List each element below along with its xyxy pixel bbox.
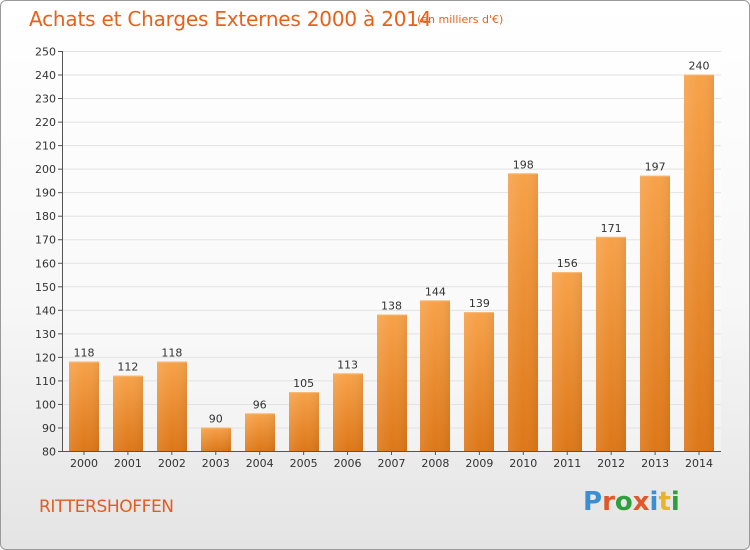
data-label: 144 [425,285,446,298]
bar-shine [508,173,538,451]
bar-shine [640,175,670,452]
data-label: 198 [513,158,534,171]
x-tick-label: 2004 [246,457,274,470]
logo-letter: t [658,487,671,517]
x-tick-label: 2011 [553,457,581,470]
logo-letter: i [649,487,659,517]
chart-subtitle: (en milliers d'€) [417,13,504,26]
y-tick-label: 160 [35,257,56,270]
y-tick-label: 130 [35,328,56,341]
y-tick-label: 220 [35,116,56,129]
data-label: 105 [293,377,314,390]
data-label: 138 [381,300,402,313]
y-tick-label: 180 [35,210,56,223]
commune-name: RITTERSHOFFEN [39,497,174,517]
bar-shine [201,427,231,451]
data-label: 118 [161,347,182,360]
x-tick-label: 2008 [421,457,449,470]
y-tick-label: 110 [35,375,56,388]
logo-letter: i [670,487,680,517]
data-label: 113 [337,358,358,371]
bar-shine [420,300,450,451]
data-label: 112 [117,361,138,374]
y-tick-label: 190 [35,187,56,200]
logo-letter: o [614,487,633,517]
data-label: 96 [253,398,267,411]
bar-shine [113,375,143,451]
x-tick-label: 2001 [114,457,142,470]
x-tick-label: 2002 [158,457,186,470]
data-label: 171 [601,222,622,235]
bar-shine [333,373,363,451]
data-label: 90 [209,412,223,425]
y-tick-label: 100 [35,398,56,411]
x-tick-label: 2013 [641,457,669,470]
data-label: 118 [73,347,94,360]
data-label: 139 [469,297,490,310]
bar-shine [289,392,319,451]
x-tick-label: 2010 [509,457,537,470]
bar-shine [464,312,494,451]
y-tick-label: 90 [42,422,56,435]
logo-letter: x [632,487,650,517]
x-tick-label: 2007 [378,457,406,470]
logo-letter: P [583,487,603,517]
chart-title: Achats et Charges Externes 2000 à 2014 [29,7,432,31]
data-label: 156 [557,257,578,270]
x-tick-label: 2000 [70,457,98,470]
y-tick-label: 230 [35,93,56,106]
y-tick-label: 80 [42,446,56,459]
y-tick-label: 240 [35,69,56,82]
y-tick-label: 120 [35,351,56,364]
x-tick-label: 2012 [597,457,625,470]
bar-shine [684,74,714,451]
bar-shine [69,361,99,451]
bar-shine [377,314,407,451]
y-tick-label: 250 [35,46,56,59]
logo-letter: r [602,487,615,517]
x-tick-label: 2009 [465,457,493,470]
bar-shine [245,413,275,451]
y-tick-label: 200 [35,163,56,176]
data-label: 197 [645,161,666,174]
y-tick-label: 170 [35,234,56,247]
x-tick-label: 2005 [290,457,318,470]
x-tick-label: 2006 [334,457,362,470]
x-tick-label: 2003 [202,457,230,470]
data-label: 240 [689,60,710,73]
y-tick-label: 150 [35,281,56,294]
bar-shine [552,272,582,451]
bar-shine [596,236,626,451]
bar-shine [157,361,187,451]
y-tick-label: 140 [35,304,56,317]
proxiti-logo: Proxiti [583,487,680,517]
x-tick-label: 2014 [685,457,713,470]
y-tick-label: 210 [35,140,56,153]
